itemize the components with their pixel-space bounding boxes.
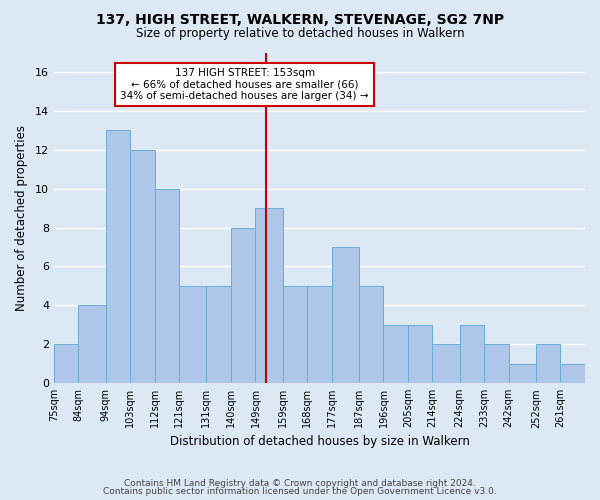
X-axis label: Distribution of detached houses by size in Walkern: Distribution of detached houses by size … [170, 434, 469, 448]
Bar [155, 188, 179, 383]
Bar [79, 306, 106, 383]
Bar [307, 286, 332, 383]
Text: Size of property relative to detached houses in Walkern: Size of property relative to detached ho… [136, 28, 464, 40]
Bar [560, 364, 585, 383]
Text: 137 HIGH STREET: 153sqm
← 66% of detached houses are smaller (66)
34% of semi-de: 137 HIGH STREET: 153sqm ← 66% of detache… [121, 68, 369, 102]
Bar [106, 130, 130, 383]
Text: Contains public sector information licensed under the Open Government Licence v3: Contains public sector information licen… [103, 487, 497, 496]
Bar [460, 325, 484, 383]
Bar [206, 286, 231, 383]
Bar [536, 344, 560, 383]
Bar [179, 286, 206, 383]
Bar [359, 286, 383, 383]
Bar [231, 228, 256, 383]
Bar [484, 344, 509, 383]
Bar [408, 325, 433, 383]
Bar [509, 364, 536, 383]
Bar [54, 344, 79, 383]
Bar [332, 247, 359, 383]
Y-axis label: Number of detached properties: Number of detached properties [15, 125, 28, 311]
Bar [130, 150, 155, 383]
Text: 137, HIGH STREET, WALKERN, STEVENAGE, SG2 7NP: 137, HIGH STREET, WALKERN, STEVENAGE, SG… [96, 12, 504, 26]
Bar [256, 208, 283, 383]
Bar [383, 325, 408, 383]
Bar [433, 344, 460, 383]
Bar [283, 286, 307, 383]
Text: Contains HM Land Registry data © Crown copyright and database right 2024.: Contains HM Land Registry data © Crown c… [124, 478, 476, 488]
